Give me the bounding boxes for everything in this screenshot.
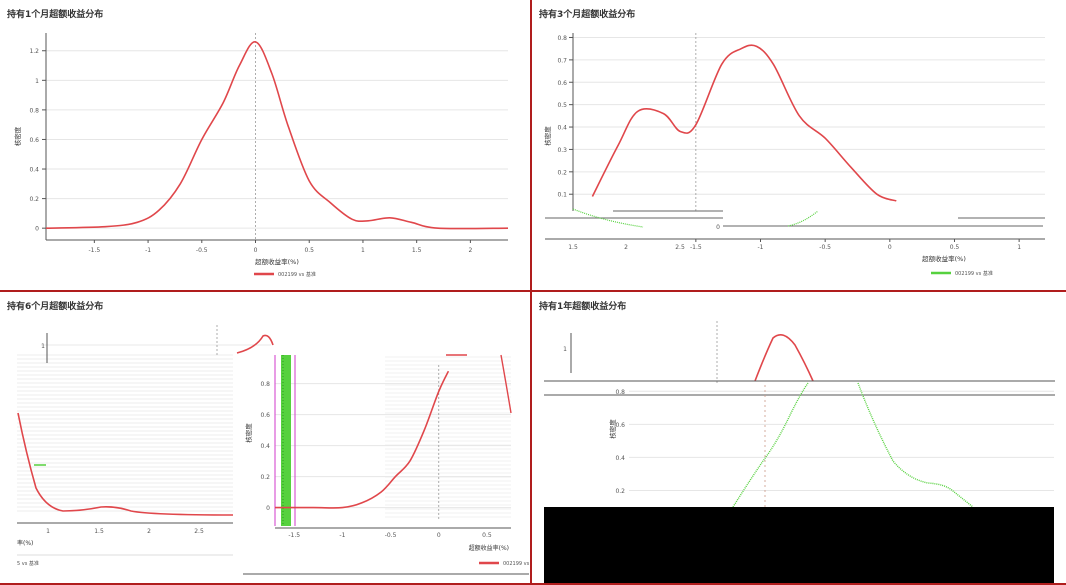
- x-tick-label: -0.5: [196, 247, 208, 254]
- density-chart-3m: 0 0.1 0.2 0.3 0.4 0.5 0.6 0.7 0.8 1.5 2 2.5 0 -1.5 -1 -…: [533, 33, 1065, 277]
- x-tick-label: -1.5: [88, 247, 100, 254]
- y-tick-label: 0.6: [260, 412, 270, 419]
- panel-3m: 持有3个月超额收益分布 0 0.1 0.2 0.3 0.4 0.5 0.6 0.7 0.8 1.5…: [533, 1, 1065, 290]
- y-tick-label: 0.2: [615, 488, 625, 495]
- x-tick-label: -1.5: [288, 532, 300, 539]
- glitch-tick-label: 2: [147, 528, 151, 535]
- density-curve-green: [732, 382, 809, 508]
- chart-title-1y: 持有1年超额收益分布: [539, 302, 627, 312]
- y-tick-label: 0.5: [557, 102, 567, 109]
- x-axis-label: 超额收益率(%): [255, 257, 299, 266]
- glitch-tick-label: 2: [624, 244, 628, 251]
- density-chart-6m: 1 1 1.5 2 2.5 率(%) 5 vs 基准 0 0.2 0.4 0.6 0.8 -1.5 -1 -…: [17, 325, 529, 575]
- chart-title-6m: 持有6个月超额收益分布: [7, 302, 104, 312]
- x-tick-label: -0.5: [819, 244, 831, 251]
- x-tick-label: -1: [145, 247, 151, 254]
- panel-1y: 持有1年超额收益分布 1 0.8 0.6 0.4 0.2 核密度: [533, 293, 1065, 583]
- x-tick-label: 0.5: [950, 244, 960, 251]
- density-curve-series: [591, 44, 897, 202]
- y-tick-label: 0.2: [557, 169, 567, 176]
- y-axis-label: 核密度: [608, 419, 617, 439]
- y-tick-label: 0.6: [29, 137, 39, 144]
- y-tick-label: 0.8: [260, 381, 270, 388]
- x-tick-label: 0.5: [304, 247, 314, 254]
- y-tick-label: 1: [35, 78, 39, 85]
- y-tick-label: 0.4: [260, 443, 270, 450]
- legend-label: 002199 vs 基准: [278, 271, 316, 278]
- y-tick-label: 0.4: [557, 125, 567, 132]
- density-curve-tail: [17, 412, 234, 516]
- x-axis-label: 超额收益率(%): [922, 254, 966, 263]
- y-tick-label: 0.8: [557, 35, 567, 42]
- density-chart-1m: 0 0.2 0.4 0.6 0.8 1 1.2 -1.5 -1 -0.5 0 0.5 1 1.5 2 超额收益…: [13, 33, 509, 278]
- x-tick-label: -1.5: [690, 244, 702, 251]
- chart-title-3m: 持有3个月超额收益分布: [539, 10, 636, 20]
- glitch-label: 5 vs 基准: [17, 560, 39, 567]
- y-tick-label: 0.6: [557, 80, 567, 87]
- panel-1m: 持有1个月超额收益分布 0 0.2 0.4 0.6 0.8 1 1.2 -1.5 -1 -0.5 0…: [1, 1, 529, 290]
- y-tick-label: 0.1: [557, 192, 567, 199]
- density-curve-series: [275, 370, 450, 509]
- x-tick-label: 0: [888, 244, 892, 251]
- x-tick-label: -1: [339, 532, 345, 539]
- y-tick-label: 0.8: [615, 389, 625, 396]
- y-tick-label: 0.4: [615, 455, 625, 462]
- glitch-tick-label: 1.5: [94, 528, 104, 535]
- y-tick-label: 0.8: [29, 107, 39, 114]
- glitch-tick-label: 1.5: [568, 244, 578, 251]
- y-axis-label: 核密度: [244, 423, 253, 443]
- x-axis-label: 超额收益率(%): [469, 544, 509, 552]
- y-tick-label: 0.7: [557, 57, 567, 64]
- glitch-tick-label: 0: [716, 224, 720, 231]
- black-render-block: [544, 507, 1054, 583]
- y-tick-label: 0.3: [557, 147, 567, 154]
- density-curve-green: [857, 382, 974, 508]
- green-fragment: [787, 210, 819, 227]
- density-chart-1y: 1 0.8 0.6 0.4 0.2 核密度: [544, 321, 1055, 508]
- y-tick-label: 0.4: [29, 167, 39, 174]
- y-tick-label: 0: [35, 226, 39, 233]
- density-curve-fragment: [236, 334, 274, 354]
- inner-plot-background: [269, 353, 515, 526]
- glitch-tick-label: 1: [46, 528, 50, 535]
- y-tick-label: 0.6: [615, 422, 625, 429]
- x-tick-label: -0.5: [385, 532, 397, 539]
- x-tick-label: 1: [1017, 244, 1021, 251]
- density-curve-fragment: [500, 354, 512, 414]
- chart-title-1m: 持有1个月超额收益分布: [7, 10, 104, 20]
- density-curve-series: [754, 333, 814, 382]
- glitch-tick-label: 2.5: [675, 244, 685, 251]
- y-tick-label: 0.2: [260, 474, 270, 481]
- y-tick-label: 1: [563, 346, 567, 353]
- x-tick-label: 2: [468, 247, 472, 254]
- x-tick-label: 1.5: [412, 247, 422, 254]
- x-tick-label: 1: [361, 247, 365, 254]
- legend-label: 002199 vs 基准: [955, 270, 993, 277]
- x-tick-label: 0: [254, 247, 258, 254]
- panel-6m: 持有6个月超额收益分布 1 1 1.5 2 2.5 率(%) 5 vs 基准 0 0.2 0.4 0…: [1, 293, 529, 583]
- x-tick-label: 0.5: [482, 532, 492, 539]
- x-tick-label: -1: [758, 244, 764, 251]
- x-tick-label: 0: [437, 532, 441, 539]
- y-tick-label: 0.2: [29, 196, 39, 203]
- density-curve-series: [45, 41, 509, 230]
- y-tick-label: 0: [266, 505, 270, 512]
- y-tick-label: 1.2: [29, 48, 39, 55]
- glitch-tick-label: 1: [41, 343, 45, 350]
- glitch-label: 率(%): [17, 539, 33, 547]
- green-fragment: [572, 208, 644, 228]
- glitch-tick-label: 2.5: [194, 528, 204, 535]
- green-artifact-band: [281, 355, 291, 526]
- legend-label: 002199 vs 基准: [503, 560, 529, 567]
- y-axis-label: 核密度: [543, 126, 552, 146]
- y-axis-label: 核密度: [13, 126, 22, 146]
